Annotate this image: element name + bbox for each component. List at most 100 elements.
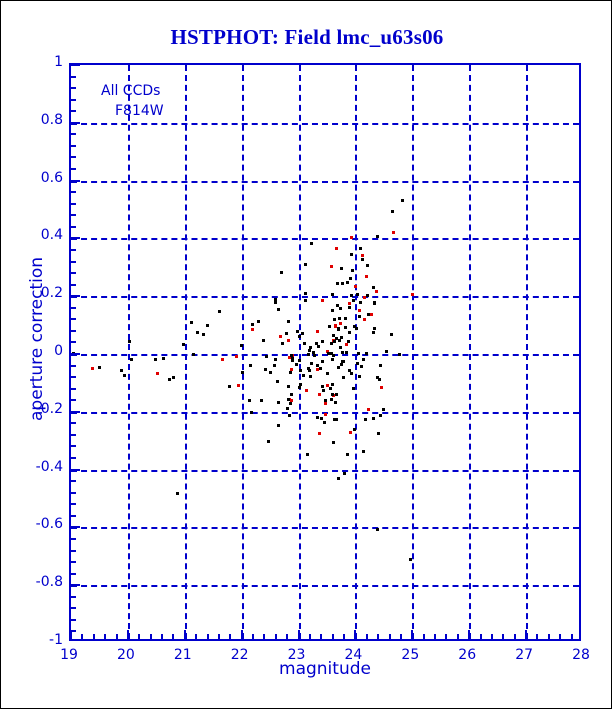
data-point bbox=[304, 298, 308, 302]
data-point bbox=[264, 354, 268, 358]
data-point bbox=[285, 331, 288, 335]
data-point bbox=[372, 327, 376, 330]
data-point bbox=[378, 414, 382, 417]
data-point bbox=[280, 270, 284, 274]
data-point bbox=[332, 418, 336, 422]
data-point bbox=[123, 373, 127, 377]
y-axis-minor-tick bbox=[71, 537, 76, 540]
data-point bbox=[306, 453, 309, 457]
data-point bbox=[274, 358, 277, 362]
data-point bbox=[264, 354, 268, 358]
data-point bbox=[290, 358, 294, 362]
data-point bbox=[342, 376, 346, 380]
data-point bbox=[310, 361, 314, 365]
x-axis-minor-tick bbox=[274, 634, 277, 639]
data-point bbox=[353, 325, 357, 329]
data-point bbox=[264, 354, 268, 358]
data-point bbox=[379, 363, 383, 367]
data-point bbox=[340, 282, 344, 286]
data-point bbox=[228, 384, 232, 388]
data-point bbox=[332, 340, 336, 344]
data-point bbox=[167, 378, 171, 381]
data-point bbox=[361, 357, 365, 361]
data-point bbox=[307, 369, 311, 373]
data-point bbox=[389, 333, 393, 337]
data-point bbox=[260, 398, 264, 402]
data-point bbox=[336, 282, 340, 286]
data-point bbox=[161, 357, 165, 361]
data-point bbox=[306, 352, 310, 356]
data-point bbox=[257, 320, 261, 324]
data-point bbox=[336, 304, 339, 308]
y-axis-tick bbox=[71, 410, 80, 413]
data-point bbox=[319, 416, 323, 420]
data-point bbox=[330, 308, 334, 312]
data-point bbox=[324, 399, 328, 403]
data-point bbox=[355, 361, 359, 365]
data-point bbox=[307, 369, 311, 373]
data-point bbox=[161, 357, 165, 361]
data-point bbox=[375, 528, 379, 532]
y-axis-minor-tick bbox=[71, 133, 76, 136]
data-point bbox=[336, 327, 340, 331]
data-point bbox=[375, 528, 379, 532]
data-point bbox=[350, 293, 354, 297]
data-point bbox=[316, 364, 320, 367]
data-point bbox=[273, 298, 277, 302]
data-point bbox=[343, 472, 346, 476]
data-point bbox=[353, 325, 357, 329]
data-point bbox=[333, 400, 337, 404]
data-point bbox=[408, 557, 412, 561]
data-point bbox=[343, 472, 346, 476]
data-point bbox=[206, 323, 210, 327]
data-point bbox=[344, 326, 348, 330]
data-point bbox=[315, 341, 319, 345]
data-point bbox=[339, 345, 343, 349]
data-point bbox=[286, 407, 289, 411]
data-point bbox=[331, 292, 335, 296]
y-axis-minor-tick bbox=[71, 427, 76, 429]
data-point bbox=[357, 314, 361, 318]
data-point bbox=[276, 307, 280, 311]
data-point bbox=[176, 492, 179, 496]
data-point bbox=[120, 368, 123, 372]
data-point bbox=[381, 408, 385, 412]
data-point bbox=[311, 351, 315, 355]
data-point bbox=[302, 342, 306, 346]
data-point bbox=[247, 399, 251, 403]
data-point bbox=[287, 320, 291, 324]
data-point bbox=[335, 336, 339, 340]
data-point bbox=[261, 338, 265, 342]
data-point bbox=[201, 333, 205, 337]
data-point bbox=[326, 372, 330, 376]
data-point bbox=[288, 414, 291, 418]
data-point bbox=[206, 323, 210, 327]
data-point bbox=[343, 472, 346, 476]
data-point bbox=[351, 269, 355, 273]
data-point bbox=[316, 364, 320, 367]
data-point bbox=[298, 369, 302, 373]
data-point bbox=[171, 376, 175, 380]
data-point bbox=[381, 408, 385, 412]
data-point bbox=[280, 342, 284, 346]
data-point bbox=[337, 338, 341, 342]
data-point bbox=[286, 407, 289, 411]
data-point bbox=[311, 351, 315, 355]
data-point bbox=[331, 334, 335, 337]
data-point bbox=[280, 270, 284, 274]
data-point bbox=[315, 416, 319, 420]
data-point bbox=[336, 282, 340, 286]
data-point bbox=[277, 400, 281, 404]
data-point bbox=[376, 235, 380, 239]
data-point bbox=[350, 293, 354, 297]
data-point bbox=[333, 400, 337, 404]
data-point bbox=[400, 199, 404, 203]
data-point bbox=[330, 398, 334, 402]
data-point bbox=[298, 358, 302, 362]
data-point bbox=[301, 374, 305, 378]
x-axis-minor-tick bbox=[502, 634, 505, 639]
data-point bbox=[316, 344, 320, 348]
data-point bbox=[353, 428, 357, 432]
data-point bbox=[353, 325, 357, 329]
data-point bbox=[298, 358, 302, 362]
